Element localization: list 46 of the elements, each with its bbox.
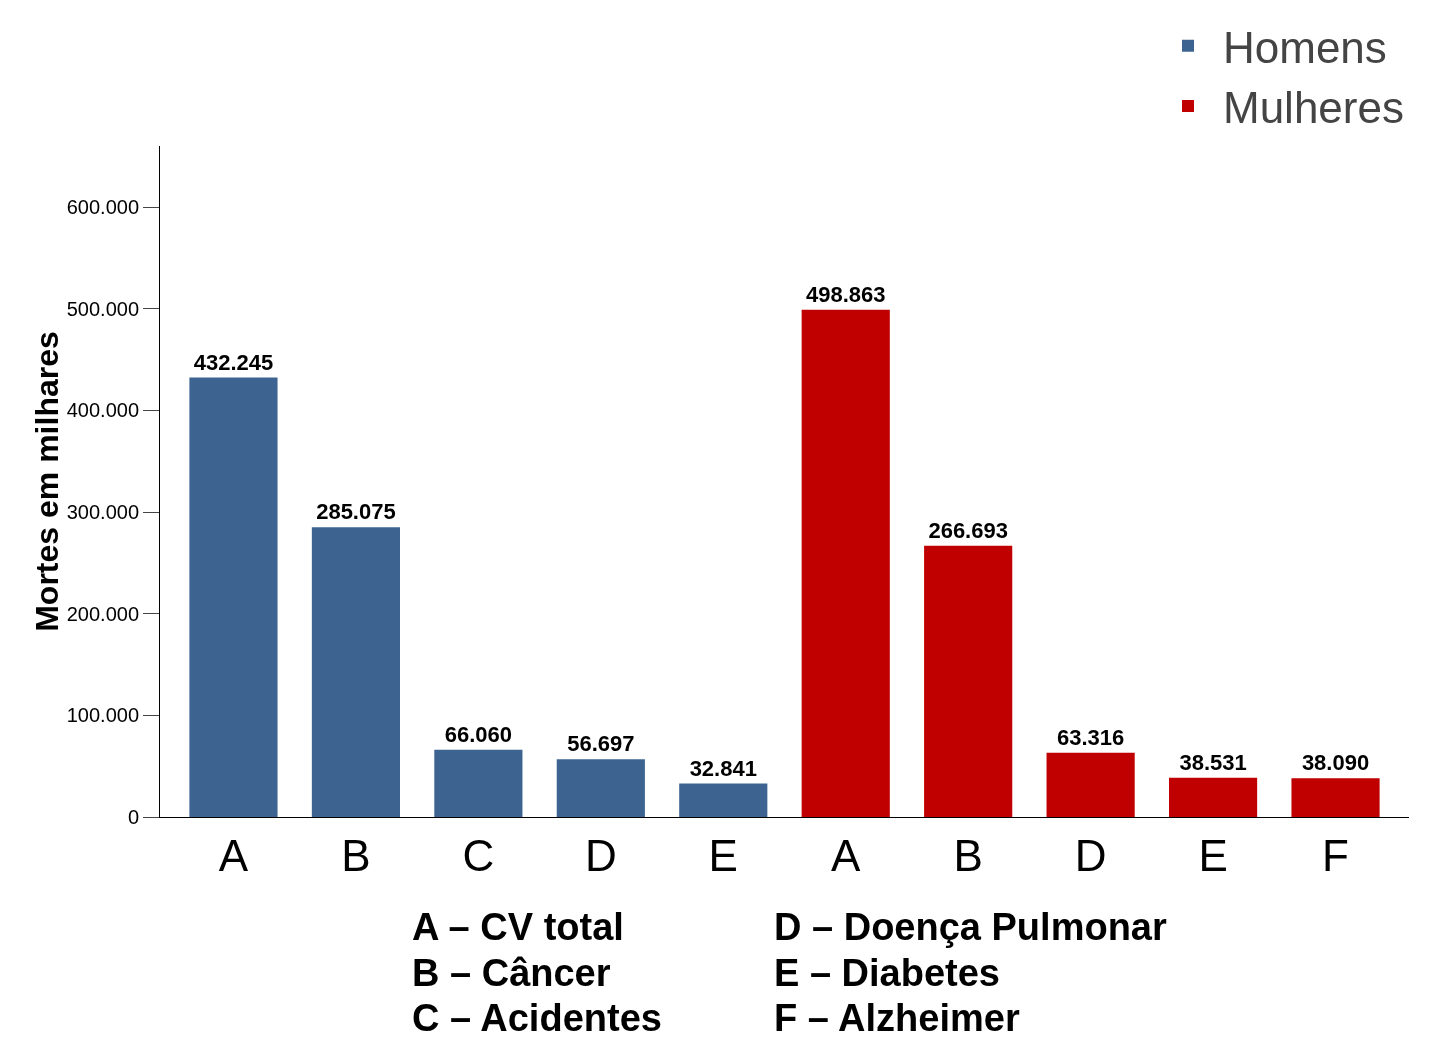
data-label: 66.060 xyxy=(444,721,513,747)
data-label: 32.841 xyxy=(689,755,757,781)
x-tick-label: A xyxy=(831,830,862,880)
x-tick-label: D xyxy=(584,830,617,880)
y-tick-label: 300.000 xyxy=(66,501,139,523)
text: B – Câncer xyxy=(412,952,611,994)
x-tick-label: B xyxy=(341,830,371,880)
x-tick-label: D xyxy=(1074,830,1107,880)
bar xyxy=(679,783,768,817)
legend-label: Mulheres xyxy=(1223,83,1404,133)
data-label: 432.245 xyxy=(193,349,274,375)
data-label: 498.863 xyxy=(805,281,886,307)
data-label: 266.693 xyxy=(928,517,1008,543)
bar xyxy=(311,527,400,817)
y-tick-label: 0 xyxy=(127,806,139,828)
text: D – Doença Pulmonar xyxy=(774,906,1167,948)
data-label: 38.531 xyxy=(1179,749,1247,775)
data-label: 38.090 xyxy=(1301,750,1370,776)
x-tick-label: B xyxy=(953,830,983,880)
x-tick-label: E xyxy=(708,830,738,880)
data-label: 285.075 xyxy=(316,499,396,525)
text: C – Acidentes xyxy=(412,997,662,1039)
bar xyxy=(1046,752,1135,817)
data-label: 56.697 xyxy=(567,731,635,757)
bar xyxy=(801,309,890,817)
bar xyxy=(556,759,645,817)
x-tick-label: C xyxy=(462,830,495,880)
text: A – CV total xyxy=(412,906,624,948)
bar xyxy=(189,377,278,817)
text: F – Alzheimer xyxy=(774,997,1020,1039)
bar xyxy=(1291,778,1380,817)
bar xyxy=(924,545,1013,817)
y-tick-label: 500.000 xyxy=(66,297,139,320)
y-tick-label: 200.000 xyxy=(66,602,139,625)
text: E – Diabetes xyxy=(774,952,1000,994)
data-label: 63.316 xyxy=(1056,724,1125,750)
x-tick-label: A xyxy=(218,830,249,880)
y-tick-label: 400.000 xyxy=(66,399,139,422)
x-tick-label: E xyxy=(1198,830,1228,880)
x-tick-label: F xyxy=(1322,830,1349,880)
bar xyxy=(434,749,523,817)
legend-label: Homens xyxy=(1223,22,1387,72)
y-tick-label: 600.000 xyxy=(66,196,139,218)
y-axis-title: Mortes em milhares xyxy=(28,331,65,632)
bar xyxy=(1169,777,1258,817)
y-tick-label: 100.000 xyxy=(66,704,139,727)
